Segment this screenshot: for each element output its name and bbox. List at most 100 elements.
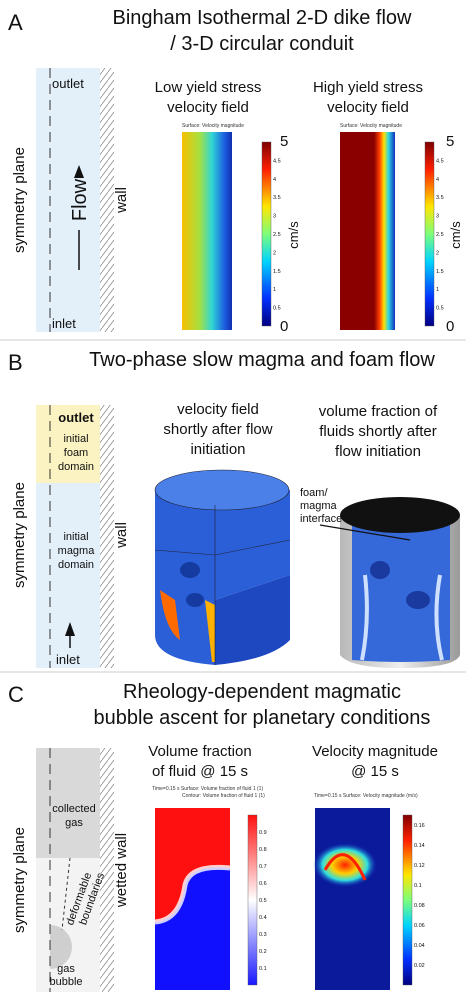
- label: initial: [63, 531, 88, 543]
- wall-hatch: [100, 68, 114, 332]
- colorbar-tick-label: 0.1: [259, 966, 267, 972]
- colorbar-tick-label: 0.04: [414, 943, 425, 949]
- plot-title: Velocity magnitude: [312, 743, 438, 760]
- panel-letter: A: [8, 10, 23, 35]
- colorbar-tick-label: 0.14: [414, 843, 425, 849]
- label: wall: [113, 187, 130, 214]
- panel-letter: C: [8, 682, 24, 707]
- colorbar-tick-label: 0.2: [259, 949, 267, 955]
- plot-title: velocity field: [167, 99, 249, 116]
- wall-hatch: [100, 748, 114, 992]
- plot-title: shortly after flow: [163, 421, 272, 438]
- label: symmetry plane: [11, 147, 28, 253]
- field: [182, 132, 232, 330]
- cylinder-velocity: [155, 470, 290, 665]
- label: magma: [58, 545, 96, 557]
- colorbar-tick-label: 0.16: [414, 823, 425, 829]
- field: [313, 843, 377, 887]
- colorbar-tick-label: 4: [436, 177, 439, 183]
- label: collected: [52, 803, 95, 815]
- field: [340, 132, 395, 330]
- unit: cm/s: [286, 221, 301, 249]
- small-label: Time=0.15 s Surface: Volume fraction of …: [152, 786, 263, 792]
- plot-title: High yield stress: [313, 79, 423, 96]
- colorbar-tick-label: 3.5: [436, 195, 444, 201]
- colorbar-ticks: 0.10.20.30.40.50.60.70.80.9: [259, 830, 267, 972]
- colorbar: [262, 142, 271, 326]
- label: wetted wall: [113, 833, 130, 908]
- label: Flow: [69, 178, 91, 221]
- colorbar-tick-label: 0.3: [259, 932, 267, 938]
- cbar-min: 0: [280, 318, 288, 335]
- panel-b: B Two-phase slow magma and foam flow out…: [8, 349, 460, 668]
- panel-title: Bingham Isothermal 2-D dike flow: [112, 7, 412, 29]
- colorbar-tick-label: 0.02: [414, 963, 425, 969]
- plot-title: Volume fraction: [148, 743, 251, 760]
- colorbar-tick-label: 2.5: [436, 232, 444, 238]
- plot-title: @ 15 s: [351, 763, 399, 780]
- colorbar-tick-label: 4: [273, 177, 276, 183]
- small-label: Contour: Volume fraction of fluid 1 (1): [182, 793, 265, 799]
- panel-title: Two-phase slow magma and foam flow: [89, 349, 435, 371]
- colorbar-tick-label: 3: [436, 214, 439, 220]
- magma-domain: [36, 483, 100, 668]
- plot-title: flow initiation: [335, 443, 421, 460]
- label: gas: [57, 963, 75, 975]
- colorbar-tick-label: 0.9: [259, 830, 267, 836]
- cbar-max: 5: [446, 133, 454, 150]
- colorbar: [403, 815, 412, 985]
- cylinder-fraction: [340, 497, 460, 668]
- label: inlet: [52, 316, 76, 331]
- cbar-min: 0: [446, 318, 454, 335]
- label: bubble: [49, 976, 82, 988]
- annotation: magma: [300, 500, 338, 512]
- colorbar-tick-label: 0.08: [414, 903, 425, 909]
- colorbar-tick-label: 0.6: [259, 881, 267, 887]
- field: [315, 808, 390, 990]
- colorbar-tick-label: 2: [436, 250, 439, 256]
- colorbar-tick-label: 4.5: [436, 158, 444, 164]
- colorbar-tick-label: 0.5: [273, 306, 281, 312]
- panel-title: / 3-D circular conduit: [170, 33, 354, 55]
- colorbar-ticks: 0.511.522.533.544.5: [273, 158, 281, 311]
- colorbar-tick-label: 0.1: [414, 883, 422, 889]
- colorbar-ticks: 0.02 0.04 0.06 0.08 0.1 0.12 0.14 0.16: [414, 823, 425, 969]
- panel-a: A Bingham Isothermal 2-D dike flow / 3-D…: [8, 7, 463, 335]
- colorbar-tick-label: 2: [273, 250, 276, 256]
- colorbar-tick-label: 0.5: [436, 306, 444, 312]
- wall-hatch: [100, 405, 114, 668]
- label: domain: [58, 559, 94, 571]
- colorbar: [248, 815, 257, 985]
- cbar-max: 5: [280, 133, 288, 150]
- colorbar-tick-label: 0.4: [259, 915, 267, 921]
- plot-title: initiation: [190, 441, 245, 458]
- figure: A Bingham Isothermal 2-D dike flow / 3-D…: [0, 0, 466, 1001]
- panel-title: bubble ascent for planetary conditions: [94, 707, 431, 729]
- label: wall: [113, 522, 130, 549]
- unit: cm/s: [448, 221, 463, 249]
- colorbar-tick-label: 1.5: [436, 269, 444, 275]
- small-label: Surface: Velocity magnitude: [182, 123, 244, 129]
- label: symmetry plane: [11, 827, 28, 933]
- label: symmetry plane: [11, 482, 28, 588]
- colorbar-tick-label: 0.12: [414, 863, 425, 869]
- plot-title: velocity field: [327, 99, 409, 116]
- label: outlet: [58, 410, 94, 425]
- panel-letter: B: [8, 350, 23, 375]
- colorbar-tick-label: 0.7: [259, 864, 267, 870]
- panel-title: Rheology-dependent magmatic: [123, 681, 401, 703]
- label: foam: [64, 447, 88, 459]
- colorbar-tick-label: 3.5: [273, 195, 281, 201]
- plot-title: fluids shortly after: [319, 423, 437, 440]
- label: domain: [58, 461, 94, 473]
- label: gas: [65, 817, 83, 829]
- colorbar-tick-label: 0.8: [259, 847, 267, 853]
- colorbar: [425, 142, 434, 326]
- colorbar-tick-label: 1: [273, 287, 276, 293]
- colorbar-tick-label: 0.06: [414, 923, 425, 929]
- small-label: Time=0.15 s Surface: Velocity magnitude …: [314, 793, 418, 799]
- annotation: interface: [300, 513, 342, 525]
- plot-title: velocity field: [177, 401, 259, 418]
- colorbar-ticks: 0.511.522.533.544.5: [436, 158, 444, 311]
- annotation: foam/: [300, 487, 328, 499]
